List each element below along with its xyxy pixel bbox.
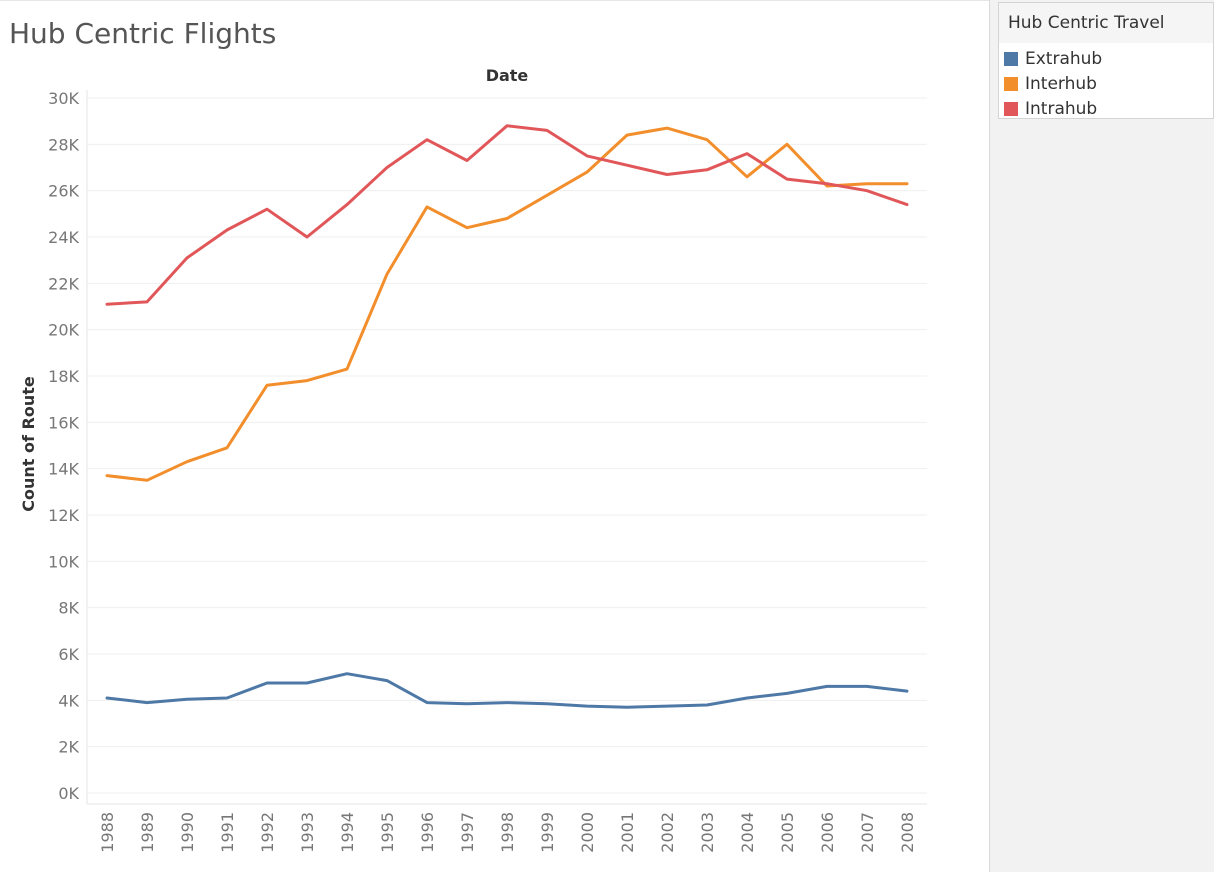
y-tick-label: 12K	[48, 506, 79, 525]
x-axis-title: Date	[486, 66, 529, 85]
x-tick-label: 1990	[178, 812, 197, 853]
legend-swatch-extrahub	[1004, 52, 1018, 66]
y-tick-label: 8K	[58, 599, 79, 618]
y-tick-label: 14K	[48, 460, 79, 479]
x-tick-label: 1992	[258, 812, 277, 853]
x-tick-label: 1993	[298, 812, 317, 853]
worksheet	[0, 0, 989, 1]
legend-label: Extrahub	[1025, 49, 1103, 69]
y-axis-title: Count of Route	[19, 376, 38, 512]
x-tick-label: 1997	[458, 812, 477, 853]
gridlines	[87, 97, 927, 794]
y-tick-label: 4K	[58, 691, 79, 710]
legend-swatch-intrahub	[1004, 102, 1018, 116]
legend-label: Intrahub	[1025, 99, 1098, 119]
legend-swatch-interhub	[1004, 77, 1018, 91]
x-tick-label: 1988	[98, 812, 117, 853]
x-tick-label: 2004	[738, 812, 757, 853]
y-tick-label: 26K	[48, 182, 79, 201]
x-tick-label: 2006	[818, 812, 837, 853]
x-tick-label: 2005	[778, 812, 797, 853]
line-chart[interactable]: 0K 2K 4K 6K 8K 10K 12K 14K 16K 18K 20K 22K 24K 26K 28K…	[0, 0, 989, 872]
legend-label: Interhub	[1025, 74, 1097, 94]
y-tick-label: 16K	[48, 413, 79, 432]
y-tick-label: 18K	[48, 367, 79, 386]
y-tick-label: 0K	[58, 784, 79, 803]
y-tick-label: 2K	[58, 738, 79, 757]
y-tick-label: 20K	[48, 321, 79, 340]
x-tick-label: 2002	[658, 812, 677, 853]
x-tick-label: 1999	[538, 812, 557, 853]
legend: Hub Centric Travel Extrahub Interhub Int…	[998, 2, 1214, 119]
x-tick-label: 1996	[418, 812, 437, 853]
x-tick-label: 1994	[338, 812, 357, 853]
y-tick-label: 10K	[48, 552, 79, 571]
y-tick-label: 28K	[48, 135, 79, 154]
side-panel	[989, 0, 1214, 872]
series-lines	[105, 124, 909, 709]
legend-title: Hub Centric Travel	[999, 3, 1213, 43]
x-tick-label: 2003	[698, 812, 717, 853]
x-tick-labels: 1988 1989 1990 1991 1992 1993 1994 1995 1996 1997…	[98, 812, 917, 853]
x-tick-label: 2000	[578, 812, 597, 853]
y-tick-label: 24K	[48, 228, 79, 247]
y-tick-label: 30K	[48, 89, 79, 108]
x-tick-label: 1991	[218, 812, 237, 853]
y-tick-labels: 0K 2K 4K 6K 8K 10K 12K 14K 16K 18K 20K 22K 24K 26K 28K…	[48, 89, 79, 803]
y-tick-label: 6K	[58, 645, 79, 664]
x-tick-label: 2001	[618, 812, 637, 853]
x-tick-label: 1989	[138, 812, 157, 853]
legend-item-interhub[interactable]: Interhub	[1004, 73, 1097, 95]
y-tick-label: 22K	[48, 274, 79, 293]
legend-item-intrahub[interactable]: Intrahub	[1004, 98, 1097, 120]
series-line-intrahub[interactable]	[105, 124, 909, 306]
chart-title: Hub Centric Flights	[9, 17, 277, 50]
series-line-interhub[interactable]	[105, 126, 909, 482]
series-line-extrahub[interactable]	[105, 672, 909, 709]
x-tick-label: 2007	[858, 812, 877, 853]
legend-item-extrahub[interactable]: Extrahub	[1004, 48, 1102, 70]
x-tick-label: 2008	[898, 812, 917, 853]
x-tick-label: 1998	[498, 812, 517, 853]
x-tick-label: 1995	[378, 812, 397, 853]
